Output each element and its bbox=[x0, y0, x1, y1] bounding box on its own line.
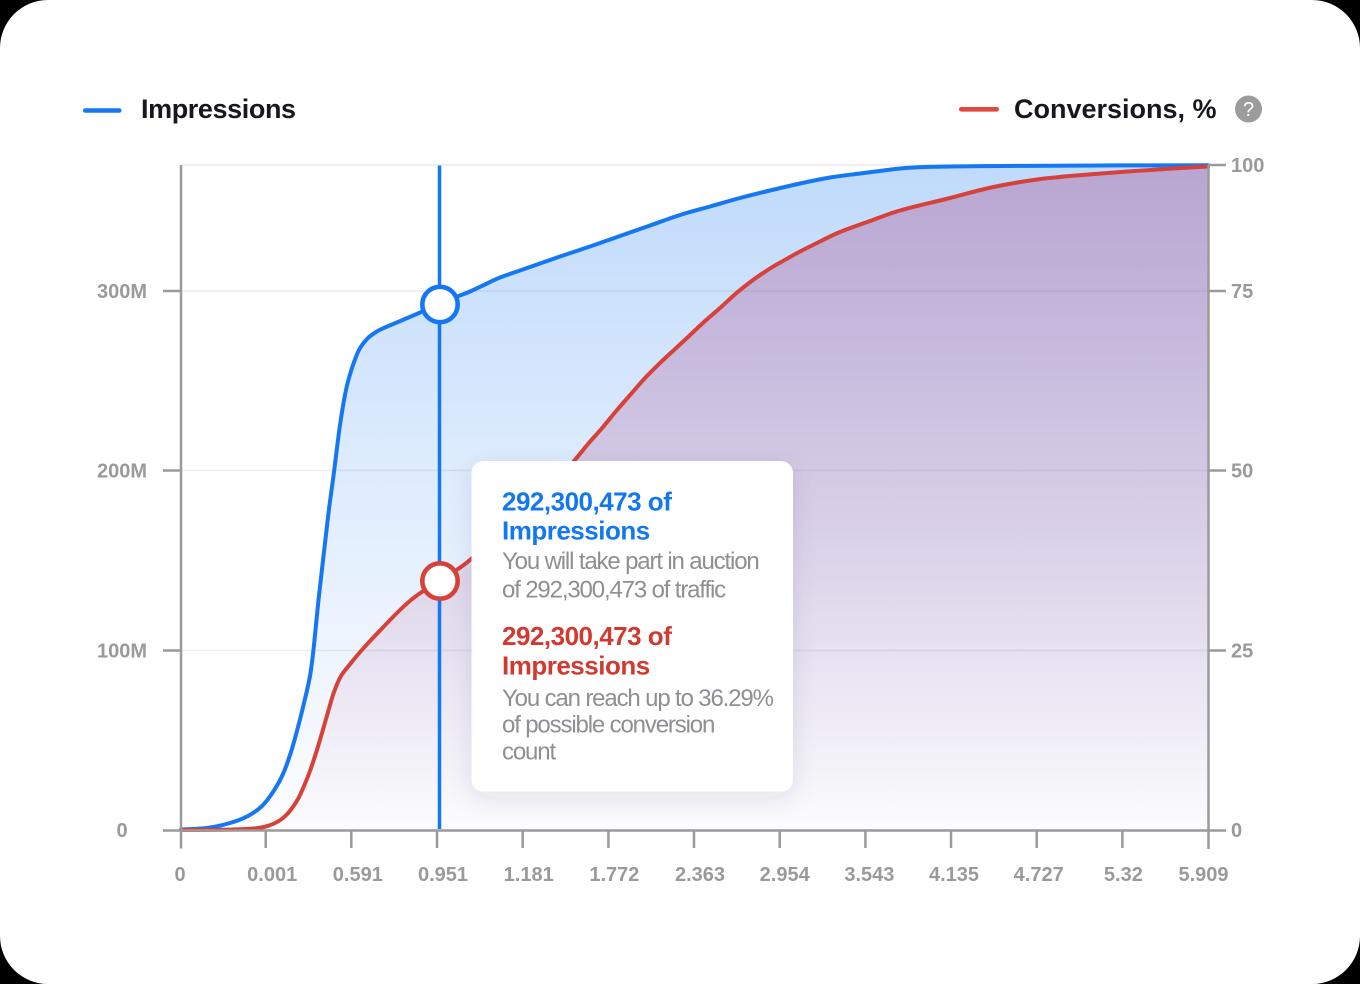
svg-text:0.951: 0.951 bbox=[418, 864, 468, 886]
svg-text:75: 75 bbox=[1231, 281, 1253, 303]
svg-text:Impressions: Impressions bbox=[502, 516, 650, 546]
svg-text:0: 0 bbox=[116, 820, 127, 842]
svg-text:50: 50 bbox=[1231, 461, 1253, 483]
svg-text:Impressions: Impressions bbox=[141, 94, 296, 124]
svg-text:25: 25 bbox=[1231, 641, 1253, 663]
svg-text:4.727: 4.727 bbox=[1014, 864, 1064, 886]
svg-text:100M: 100M bbox=[97, 641, 147, 663]
svg-text:3.543: 3.543 bbox=[844, 864, 894, 886]
svg-text:1.772: 1.772 bbox=[589, 864, 639, 886]
svg-text:0: 0 bbox=[174, 864, 185, 886]
svg-text:0: 0 bbox=[1231, 820, 1242, 842]
svg-text:5.909: 5.909 bbox=[1178, 864, 1228, 886]
svg-text:of possible conversion: of possible conversion bbox=[502, 712, 714, 739]
svg-text:0.591: 0.591 bbox=[333, 864, 383, 886]
svg-text:You will take part in auction: You will take part in auction bbox=[502, 548, 759, 575]
svg-text:200M: 200M bbox=[97, 461, 147, 483]
svg-text:5.32: 5.32 bbox=[1104, 864, 1143, 886]
svg-text:count: count bbox=[502, 739, 556, 766]
svg-text:300M: 300M bbox=[97, 281, 147, 303]
svg-text:0.001: 0.001 bbox=[247, 864, 297, 886]
svg-text:?: ? bbox=[1243, 99, 1254, 121]
svg-text:2.363: 2.363 bbox=[675, 864, 725, 886]
svg-text:2.954: 2.954 bbox=[760, 864, 811, 886]
svg-text:You can reach up to 36.29%: You can reach up to 36.29% bbox=[502, 685, 774, 712]
svg-text:1.181: 1.181 bbox=[504, 864, 554, 886]
svg-text:Conversions, %: Conversions, % bbox=[1014, 94, 1217, 124]
svg-text:292,300,473 of: 292,300,473 of bbox=[502, 487, 672, 517]
svg-text:292,300,473 of: 292,300,473 of bbox=[502, 621, 672, 651]
svg-text:Impressions: Impressions bbox=[502, 651, 650, 681]
svg-text:of 292,300,473 of traffic: of 292,300,473 of traffic bbox=[502, 577, 726, 604]
svg-text:100: 100 bbox=[1231, 155, 1264, 177]
svg-text:4.135: 4.135 bbox=[929, 864, 979, 886]
